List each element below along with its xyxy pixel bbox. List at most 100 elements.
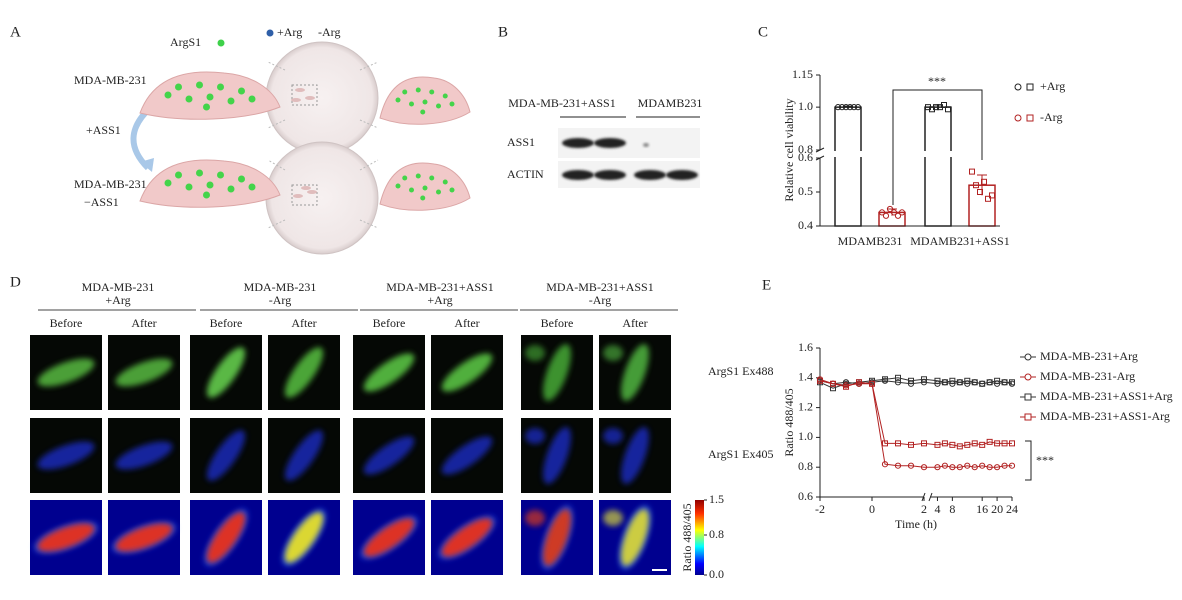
cell-signal xyxy=(115,441,173,470)
y-tick-label: 0.6 xyxy=(798,150,813,164)
annotation: *** xyxy=(1036,453,1054,467)
sensor-dot xyxy=(449,101,455,107)
sensor-dot xyxy=(436,103,441,109)
band xyxy=(666,170,698,180)
sensor-dot xyxy=(442,93,448,99)
blot xyxy=(558,116,700,188)
plus-arg: +Arg xyxy=(277,25,302,39)
data-point xyxy=(933,104,939,111)
group-title: MDA-MB-231+ASS1 xyxy=(546,280,653,294)
data-point xyxy=(971,440,978,447)
mini-cell xyxy=(301,186,311,190)
data-point xyxy=(878,209,886,216)
y-tick-label: 1.2 xyxy=(798,399,813,413)
micrograph xyxy=(108,335,180,410)
y-tick-label: 0.8 xyxy=(798,142,813,156)
data-point xyxy=(834,104,842,111)
cell-signal xyxy=(363,518,415,557)
cell-signal xyxy=(621,344,649,401)
data-point xyxy=(956,379,963,386)
cell-signal xyxy=(363,353,415,392)
data-point xyxy=(842,104,850,111)
zoom-box xyxy=(291,184,318,206)
y-tick-label: 0.8 xyxy=(798,459,813,473)
data-point xyxy=(971,379,978,386)
colorbar-label: Ratio 488/405 xyxy=(680,503,694,571)
data-point xyxy=(1001,440,1008,447)
group-title: +Arg xyxy=(427,293,452,307)
sensor-dot xyxy=(248,183,256,191)
data-point xyxy=(895,440,901,447)
y-tick-label: 1.0 xyxy=(798,429,813,443)
sensor-dot xyxy=(415,87,421,93)
micrograph xyxy=(353,418,425,493)
legend-marker xyxy=(1024,353,1032,361)
data-point xyxy=(830,385,836,392)
y-tick-label: 0.4 xyxy=(798,218,813,232)
data-point xyxy=(934,441,941,448)
cell-signal xyxy=(525,510,545,526)
significance-bracket xyxy=(1025,440,1032,481)
micrograph xyxy=(268,500,340,575)
band xyxy=(594,170,626,180)
data-point xyxy=(979,462,986,469)
data-point xyxy=(941,379,948,386)
sensor-dot xyxy=(227,185,235,193)
data-point xyxy=(941,440,948,447)
data-point xyxy=(1009,379,1015,386)
data-point xyxy=(934,377,941,384)
data-point xyxy=(921,376,927,383)
band xyxy=(562,138,594,148)
col-label: After xyxy=(454,316,479,330)
micrograph xyxy=(431,335,503,410)
blot-group: MDA-MB-231+ASS1 xyxy=(508,96,615,110)
colorbar-tick-label: 1.5 xyxy=(709,492,724,506)
col-label: After xyxy=(131,316,156,330)
sensor-dot xyxy=(429,175,435,181)
series-line xyxy=(819,378,1012,468)
cell-signal xyxy=(621,427,649,484)
data-point xyxy=(964,377,971,384)
micrograph xyxy=(353,500,425,575)
sensor-dot xyxy=(185,95,193,103)
data-point xyxy=(941,462,949,469)
micrograph xyxy=(599,418,671,493)
mini-cell xyxy=(307,190,317,194)
sensor-dot xyxy=(409,101,414,107)
legend-label: MDA-MB-231+Arg xyxy=(1040,349,1138,363)
cell-signal xyxy=(621,509,649,566)
arrow xyxy=(130,105,153,171)
significance-bracket xyxy=(892,89,983,205)
transfection-label: +ASS1 xyxy=(86,123,121,137)
panel-label: D xyxy=(10,274,21,290)
cell-signal xyxy=(206,512,246,563)
bar xyxy=(924,106,952,227)
micrograph xyxy=(268,418,340,493)
sensor-dot xyxy=(175,83,182,91)
micrograph xyxy=(599,500,671,575)
data-point xyxy=(921,440,927,447)
data-point xyxy=(830,380,836,387)
sensor-dot xyxy=(203,191,210,199)
series-line xyxy=(819,380,1012,447)
micrograph xyxy=(30,335,102,410)
y-tick-label: 0.6 xyxy=(798,489,813,503)
data-point xyxy=(964,441,971,448)
x-tick-label: 8 xyxy=(949,502,955,516)
dish xyxy=(265,141,379,255)
data-point xyxy=(941,102,947,108)
blot-row-label: ASS1 xyxy=(507,135,535,149)
row-label: ArgS1 Ex488 xyxy=(708,364,773,378)
micrograph xyxy=(190,418,262,493)
sensor-dot xyxy=(422,185,428,191)
data-point xyxy=(838,104,846,111)
col-label: Before xyxy=(541,316,574,330)
micrograph xyxy=(521,335,593,410)
data-point xyxy=(1009,440,1015,447)
data-point xyxy=(843,383,849,390)
band xyxy=(643,143,649,147)
data-point xyxy=(956,443,963,450)
sensor-dot xyxy=(395,183,401,189)
data-point xyxy=(1008,462,1016,469)
data-point xyxy=(986,438,993,445)
